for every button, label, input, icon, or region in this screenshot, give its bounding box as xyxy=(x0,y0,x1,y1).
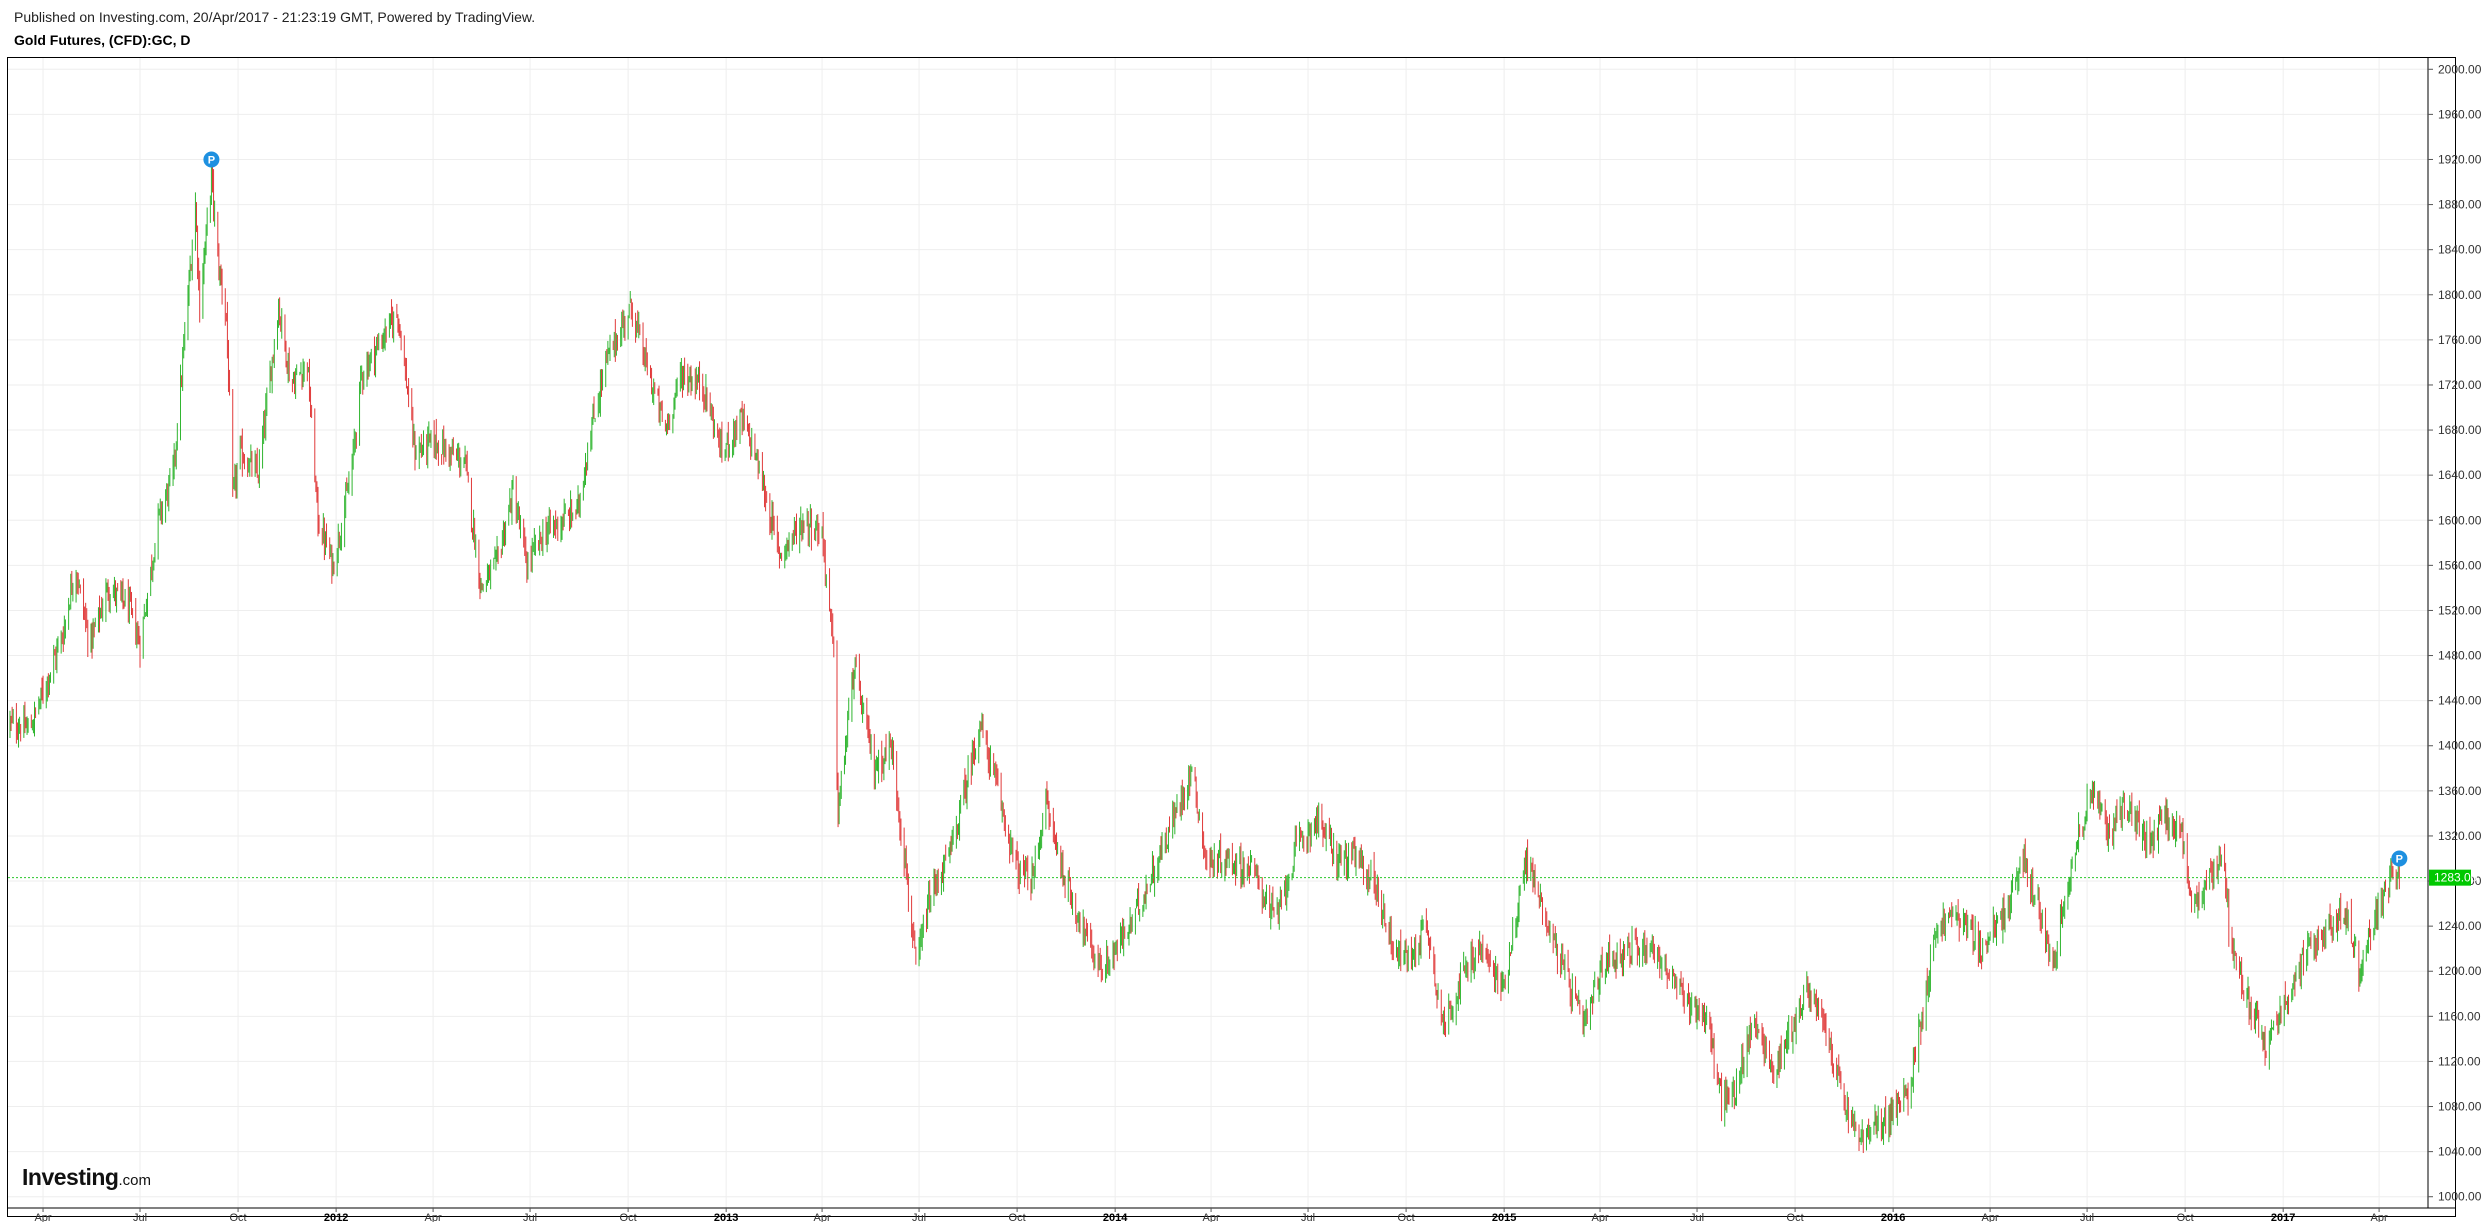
y-tick-label: 1920.00 xyxy=(2438,152,2482,166)
grid-lines xyxy=(8,58,2428,1208)
y-tick-label: 1880.00 xyxy=(2438,198,2482,212)
pattern-marker: P xyxy=(2391,850,2408,867)
marker-circle xyxy=(2391,850,2408,867)
x-tick-label: Apr xyxy=(425,1212,442,1222)
x-tick-label: Jul xyxy=(1690,1212,1704,1222)
y-tick-label: 1600.00 xyxy=(2438,513,2482,527)
y-tick-label: 1360.00 xyxy=(2438,784,2482,798)
y-tick-label: 1960.00 xyxy=(2438,107,2482,121)
y-tick-label: 1480.00 xyxy=(2438,649,2482,663)
x-axis: Apr Jul Oct 2012 Apr Jul Oct 2013 Apr Jul Oct 2014 A… xyxy=(34,1208,2388,1222)
y-tick-label: 1720.00 xyxy=(2438,378,2482,392)
y-tick-label: 1320.00 xyxy=(2438,829,2482,843)
investing-logo: Investing.com xyxy=(22,1164,151,1191)
y-tick-label: 1400.00 xyxy=(2438,739,2482,753)
y-tick-label: 1160.00 xyxy=(2438,1009,2481,1023)
y-tick-label: 1520.00 xyxy=(2438,603,2482,617)
logo-brand: Investing xyxy=(22,1164,119,1190)
x-tick-label: Apr xyxy=(1203,1212,1220,1222)
x-tick-label: Oct xyxy=(230,1212,247,1222)
y-tick-label: 1680.00 xyxy=(2438,423,2482,437)
y-tick-label: 1800.00 xyxy=(2438,288,2482,302)
x-tick-label: 2017 xyxy=(2271,1212,2295,1222)
x-tick-label: Apr xyxy=(1982,1212,1999,1222)
x-tick-label: Oct xyxy=(1787,1212,1804,1222)
marker-circle xyxy=(203,151,220,168)
y-tick-label: 1000.00 xyxy=(2438,1190,2482,1204)
price-bars xyxy=(9,161,2400,1154)
y-tick-label: 1080.00 xyxy=(2438,1100,2482,1114)
x-tick-label: Apr xyxy=(34,1212,51,1222)
y-tick-label: 1840.00 xyxy=(2438,243,2482,257)
y-tick-label: 1240.00 xyxy=(2438,919,2482,933)
y-tick-label: 2000.00 xyxy=(2438,62,2482,76)
x-tick-label: Apr xyxy=(2371,1212,2388,1222)
x-tick-label: Oct xyxy=(620,1212,637,1222)
x-tick-label: Jul xyxy=(1301,1212,1315,1222)
marker-label: P xyxy=(2396,853,2403,865)
x-tick-label: 2014 xyxy=(1103,1212,1128,1222)
y-tick-label: 1120.00 xyxy=(2438,1054,2481,1068)
x-tick-label: Jul xyxy=(2080,1212,2094,1222)
last-price-tag xyxy=(2429,869,2471,886)
x-tick-label: Jul xyxy=(523,1212,537,1222)
x-tick-label: Oct xyxy=(1009,1212,1026,1222)
marker-label: P xyxy=(208,154,215,166)
y-axis: 1000.00 1040.00 1080.00 1120.00 1160.00 1200.… xyxy=(2428,62,2482,1204)
x-tick-label: Apr xyxy=(1591,1212,1608,1222)
y-tick-label: 1440.00 xyxy=(2438,694,2482,708)
x-tick-label: 2012 xyxy=(324,1212,348,1222)
y-tick-label: 1640.00 xyxy=(2438,468,2482,482)
x-tick-label: Oct xyxy=(2177,1212,2194,1222)
pattern-marker: P xyxy=(203,151,220,168)
published-note: Published on Investing.com, 20/Apr/2017 … xyxy=(14,9,536,25)
chart-title: Gold Futures, (CFD):GC, D xyxy=(14,32,191,48)
x-tick-label: 2016 xyxy=(1881,1212,1905,1222)
x-tick-label: Oct xyxy=(1398,1212,1415,1222)
x-tick-label: 2015 xyxy=(1492,1212,1516,1222)
logo-domain: .com xyxy=(118,1172,151,1189)
x-tick-label: Jul xyxy=(912,1212,926,1222)
chart-frame xyxy=(7,57,2456,1217)
last-price-label: 1283.00 xyxy=(2434,871,2478,885)
chart-header: Published on Investing.com, 20/Apr/2017 … xyxy=(14,8,535,49)
y-tick-label: 1760.00 xyxy=(2438,333,2482,347)
x-tick-label: Apr xyxy=(814,1212,831,1222)
y-tick-label: 1560.00 xyxy=(2438,558,2482,572)
x-tick-label: Jul xyxy=(133,1212,147,1222)
y-tick-label: 1040.00 xyxy=(2438,1145,2482,1159)
y-tick-label: 1200.00 xyxy=(2438,964,2482,978)
x-tick-label: 2013 xyxy=(714,1212,738,1222)
